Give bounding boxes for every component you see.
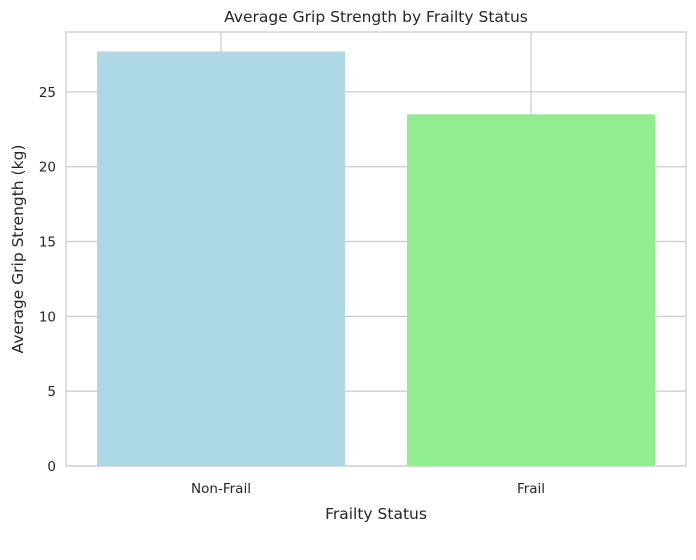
y-tick-label: 20 bbox=[39, 160, 56, 176]
ticks-layer: 0 5 10 15 20 25 Non-Frail Frail bbox=[39, 85, 545, 497]
y-axis-label: Average Grip Strength (kg) bbox=[9, 145, 27, 354]
y-tick-label: 5 bbox=[47, 384, 56, 400]
plot-frame bbox=[65, 31, 687, 467]
y-tick-label: 10 bbox=[39, 309, 56, 325]
bars-layer bbox=[97, 51, 655, 467]
y-tick-label: 25 bbox=[39, 85, 56, 101]
bar-non-frail bbox=[97, 51, 345, 467]
bar-frail bbox=[407, 114, 655, 466]
axes-layer bbox=[65, 31, 687, 467]
y-tick-label: 0 bbox=[47, 459, 56, 475]
y-tick-label: 15 bbox=[39, 235, 56, 251]
chart-title: Average Grip Strength by Frailty Status bbox=[224, 8, 528, 26]
x-tick-label: Non-Frail bbox=[191, 481, 251, 497]
x-tick-label: Frail bbox=[517, 481, 545, 497]
x-axis-label: Frailty Status bbox=[325, 505, 427, 523]
